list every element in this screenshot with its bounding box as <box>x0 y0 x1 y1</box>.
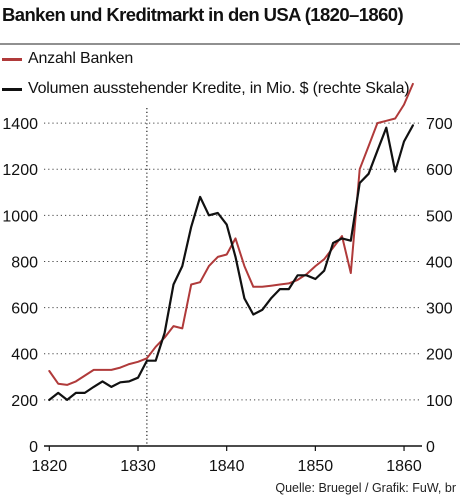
legend-swatch-banks <box>2 57 22 61</box>
y-right-tick-label-300: 300 <box>426 301 453 318</box>
y-right-tick-label-0: 0 <box>426 439 435 456</box>
y-left-tick-label-200: 200 <box>11 393 38 410</box>
y-left-tick-label-600: 600 <box>11 301 38 318</box>
y-left-tick-label-400: 400 <box>11 347 38 364</box>
x-tick-label-1830: 1830 <box>120 458 156 475</box>
y-right-tick-label-100: 100 <box>426 393 453 410</box>
y-left-tick-label-800: 800 <box>11 254 38 271</box>
x-tick-label-1820: 1820 <box>32 458 68 475</box>
x-tick-label-1840: 1840 <box>209 458 245 475</box>
series-line-kreditvolumen <box>48 124 414 401</box>
chart-title: Banken und Kreditmarkt in den USA (1820–… <box>2 4 404 25</box>
legend-swatch-credit <box>2 87 22 91</box>
series-line-anzahl-banken <box>48 82 414 386</box>
x-tick-label-1850: 1850 <box>298 458 334 475</box>
x-tick-label-1860: 1860 <box>386 458 422 475</box>
y-left-tick-label-1400: 1400 <box>2 116 38 133</box>
y-right-tick-label-200: 200 <box>426 347 453 364</box>
y-right-tick-label-700: 700 <box>426 116 453 133</box>
source-note: Quelle: Bruegel / Grafik: FuW, br <box>275 481 456 495</box>
legend-label-banks: Anzahl Banken <box>28 50 134 67</box>
y-left-tick-label-1200: 1200 <box>2 162 38 179</box>
legend-item-credit: Volumen ausstehender Kredite, in Mio. $ … <box>2 78 410 100</box>
legend-item-banks: Anzahl Banken <box>2 48 133 70</box>
y-left-tick-label-1000: 1000 <box>2 208 38 225</box>
y-right-tick-label-600: 600 <box>426 162 453 179</box>
legend-label-credit: Volumen ausstehender Kredite, in Mio. $ … <box>28 80 410 97</box>
y-left-tick-label-0: 0 <box>29 439 38 456</box>
y-right-tick-label-500: 500 <box>426 208 453 225</box>
y-right-tick-label-400: 400 <box>426 254 453 271</box>
